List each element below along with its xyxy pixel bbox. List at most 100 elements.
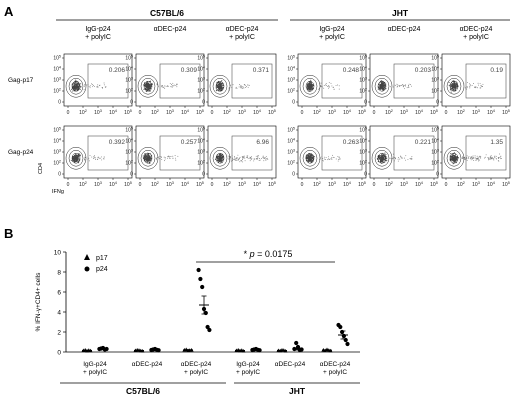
event-dot	[93, 155, 95, 157]
gate-box	[393, 63, 435, 99]
event-dot	[325, 83, 327, 85]
event-dot	[490, 158, 492, 160]
event-dot	[145, 154, 147, 156]
event-dot	[400, 84, 402, 86]
y-tick-label: 0	[130, 172, 133, 178]
event-dot	[164, 88, 166, 89]
category-label-0: IgG-p24	[83, 361, 107, 368]
event-dot	[75, 82, 77, 84]
event-dot	[216, 156, 218, 158]
event-dot	[310, 79, 312, 81]
event-dot	[450, 153, 452, 155]
y-tick-label: 102	[197, 160, 205, 167]
event-dot	[308, 158, 311, 160]
event-dot	[172, 155, 174, 157]
event-dot	[232, 160, 233, 161]
event-dot	[378, 86, 380, 88]
event-dot	[338, 159, 340, 160]
legend-triangle-marker	[84, 254, 90, 260]
p24-point	[196, 267, 201, 273]
event-dot	[149, 155, 151, 157]
event-dot	[453, 84, 455, 86]
y-tick-label: 0	[58, 100, 61, 106]
event-dot	[148, 85, 150, 87]
condition-label-2: αDEC-p24	[226, 26, 259, 33]
event-dot	[149, 160, 152, 162]
y-tick-label: 105	[287, 55, 295, 62]
event-dot	[105, 86, 107, 88]
event-dot	[103, 156, 105, 158]
event-dot	[176, 86, 178, 88]
event-dot	[309, 156, 311, 158]
event-dot	[452, 86, 454, 88]
category-label-5: αDEC-p24	[320, 361, 351, 368]
event-dot	[495, 158, 497, 160]
event-dot	[257, 157, 259, 159]
event-dot	[217, 87, 219, 89]
x-tick-label: 0	[67, 182, 70, 188]
p24-point	[340, 329, 345, 335]
event-dot	[323, 87, 325, 89]
event-dot	[74, 85, 76, 88]
x-tick-label: 105	[358, 109, 366, 116]
event-dot	[404, 157, 405, 159]
event-dot	[498, 158, 499, 159]
event-dot	[478, 160, 480, 162]
event-dot	[383, 83, 385, 86]
event-dot	[397, 160, 399, 162]
event-dot	[494, 157, 496, 159]
event-dot	[96, 86, 98, 87]
event-dot	[455, 153, 457, 156]
event-dot	[266, 157, 268, 159]
event-dot	[490, 157, 491, 159]
event-dot	[500, 155, 502, 157]
event-dot	[332, 86, 334, 88]
event-dot	[335, 158, 337, 160]
event-dot	[396, 83, 398, 85]
event-dot	[337, 160, 339, 162]
legend-label-p17: p17	[96, 255, 108, 262]
density-contour	[371, 146, 393, 170]
event-dot	[384, 158, 386, 160]
event-dot	[311, 156, 313, 158]
gate-box	[231, 63, 273, 99]
legend-circle-marker	[84, 266, 90, 272]
event-dot	[164, 85, 166, 87]
event-dot	[468, 157, 470, 159]
event-dot	[218, 88, 220, 90]
event-dot	[265, 155, 267, 157]
x-tick-label: 102	[313, 181, 321, 188]
x-tick-label: 105	[502, 181, 510, 188]
row-label-0: Gag-p17	[8, 77, 34, 84]
event-dot	[163, 86, 165, 88]
event-dot	[220, 154, 222, 156]
event-dot	[381, 88, 383, 90]
event-dot	[472, 158, 474, 160]
event-dot	[320, 85, 322, 87]
x-tick-label: 104	[253, 109, 261, 116]
event-dot	[83, 84, 85, 86]
event-dot	[454, 155, 457, 157]
event-dot	[146, 160, 148, 162]
event-dot	[380, 81, 382, 84]
event-dot	[308, 83, 310, 85]
event-dot	[242, 156, 244, 158]
y-tick-label: 0	[292, 100, 295, 106]
event-dot	[102, 87, 104, 89]
event-dot	[466, 87, 468, 89]
event-dot	[146, 84, 148, 86]
density-contour	[305, 152, 315, 164]
event-dot	[327, 159, 329, 161]
x-tick-label: 105	[268, 109, 276, 116]
event-dot	[167, 85, 169, 87]
event-dot	[232, 157, 234, 159]
event-dot	[451, 84, 453, 86]
event-dot	[307, 160, 309, 162]
event-dot	[256, 158, 258, 160]
event-dot	[244, 84, 246, 86]
event-dot	[241, 159, 243, 160]
event-dot	[237, 158, 239, 160]
event-dot	[253, 160, 255, 162]
event-dot	[466, 157, 468, 159]
x-tick-label: 0	[445, 110, 448, 116]
